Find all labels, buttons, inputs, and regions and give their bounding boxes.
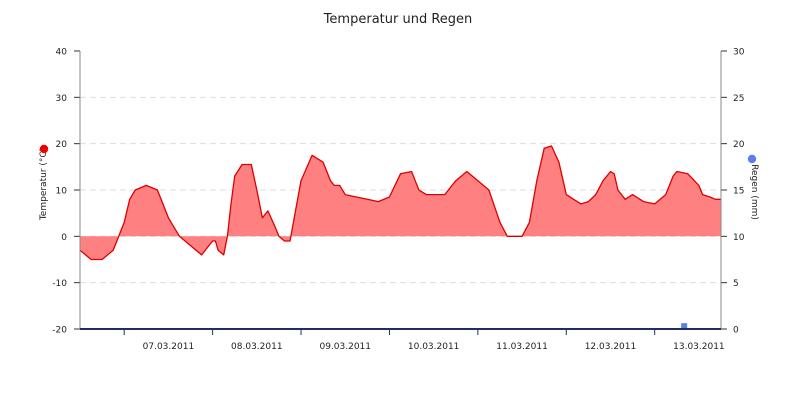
temperature-series	[79, 145, 721, 261]
left-axis-title: Temperatur (°C)	[39, 148, 49, 221]
x-tick-label: 07.03.2011	[143, 342, 195, 352]
right-tick-label: 20	[733, 140, 745, 150]
right-tick-label: 30	[733, 48, 745, 58]
axes: 40 30 20 10 0 -10 -20 30 25 20 15 10 5 0 07.03.2011 08.…	[52, 48, 744, 353]
chart-title: Temperatur und Regen	[323, 12, 473, 27]
left-tick-label: 40	[56, 48, 68, 58]
x-tick-label: 08.03.2011	[231, 342, 283, 352]
right-tick-label: 15	[733, 187, 744, 197]
left-tick-label: 30	[56, 94, 68, 104]
temperature-area	[80, 146, 721, 260]
x-tick-label: 09.03.2011	[319, 342, 371, 352]
rain-legend-marker	[747, 154, 757, 164]
rain-series	[681, 323, 688, 330]
right-tick-label: 5	[733, 279, 739, 289]
right-axis-title: Regen (mm)	[749, 164, 759, 220]
right-tick-label: 25	[733, 94, 744, 104]
x-tick-label: 13.03.2011	[673, 342, 725, 352]
x-tick-label: 10.03.2011	[408, 342, 460, 352]
left-tick-label: -20	[52, 326, 67, 336]
left-tick-label: 10	[56, 187, 68, 197]
left-tick-label: 20	[56, 140, 68, 150]
rain-point	[681, 323, 688, 330]
right-tick-label: 0	[733, 326, 739, 336]
right-tick-label: 10	[733, 233, 745, 243]
left-tick-label: -10	[52, 279, 67, 289]
x-tick-label: 11.03.2011	[496, 342, 548, 352]
temperature-line	[79, 145, 721, 261]
x-tick-label: 12.03.2011	[585, 342, 637, 352]
left-tick-label: 0	[61, 233, 67, 243]
temperature-legend-marker	[39, 144, 49, 154]
